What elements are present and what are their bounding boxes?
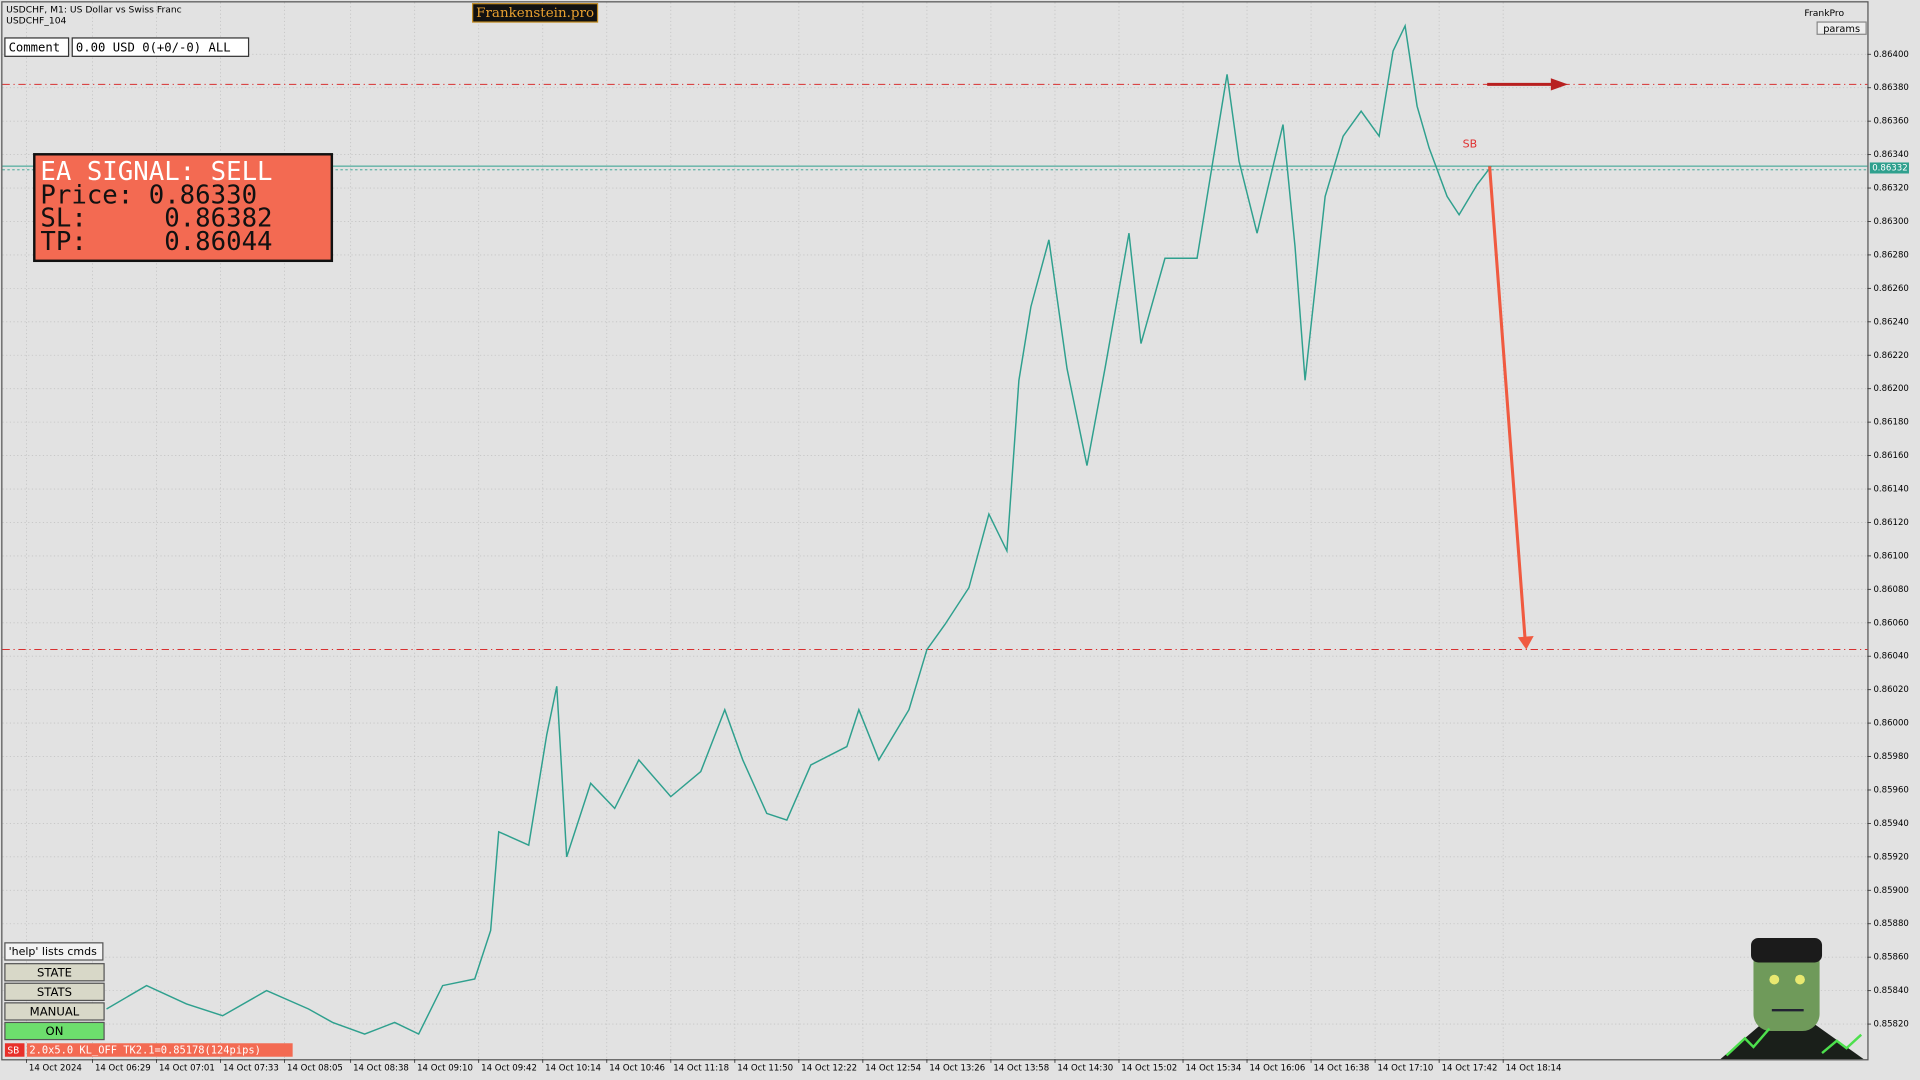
y-tick-label: 0.85940 [1873,819,1908,829]
x-tick-label: 14 Oct 08:38 [353,1063,409,1073]
button-label[interactable]: ON [46,1024,64,1038]
y-tick-label: 0.86380 [1873,83,1908,93]
y-tick-label: 0.85820 [1873,1020,1908,1030]
y-tick-label: 0.85960 [1873,785,1908,795]
y-tick-label: 0.85900 [1873,886,1908,896]
mascot [1720,937,1864,1060]
x-tick-label: 14 Oct 15:34 [1185,1063,1241,1073]
y-tick-label: 0.86160 [1873,451,1908,461]
x-tick-label: 14 Oct 09:10 [417,1063,473,1073]
y-tick-label: 0.85920 [1873,852,1908,862]
plot-frame [1,1,1869,1061]
x-tick-label: 14 Oct 07:01 [159,1063,215,1073]
y-tick-label: 0.86000 [1873,719,1908,729]
y-tick-label: 0.86100 [1873,551,1908,561]
sl-arrow-head [1550,78,1568,91]
x-tick-label: 14 Oct 18:14 [1506,1063,1562,1073]
y-tick-label: 0.86060 [1873,618,1908,628]
x-tick-label: 14 Oct 08:05 [287,1063,343,1073]
x-tick-label: 14 Oct 09:42 [481,1063,537,1073]
y-tick-label: 0.86240 [1873,317,1908,327]
brand: Frankenstein.pro [476,6,594,21]
button-label[interactable]: MANUAL [30,1005,80,1019]
y-tick-label: 0.86340 [1873,150,1908,160]
x-tick-label: 14 Oct 07:33 [223,1063,279,1073]
x-tick-label: 14 Oct 13:58 [993,1063,1049,1073]
symbol: USDCHF, M1: US Dollar vs Swiss Franc [6,4,182,15]
help[interactable]: 'help' lists cmds [4,942,104,961]
status-box [26,1043,293,1057]
account: USDCHF_104 [6,15,66,26]
tp-arrow [1488,166,1527,640]
x-tick-label: 14 Oct 13:26 [929,1063,985,1073]
signal-line: SL: 0.86382 [40,204,272,234]
help-text[interactable]: 'help' lists cmds [9,945,98,958]
annotation: SB [1463,137,1478,150]
y-tick-label: 0.86280 [1873,250,1908,260]
button[interactable]: MANUAL [4,1002,105,1021]
price-tag-box [1869,162,1909,174]
button[interactable]: ON [4,1021,105,1041]
x-tick-label: 14 Oct 17:42 [1442,1063,1498,1073]
y-tick-label: 0.85980 [1873,752,1908,762]
x-tick-label: 14 Oct 16:38 [1314,1063,1370,1073]
comment-value: 0.00 USD 0(+0/-0) ALL [76,40,231,54]
params[interactable]: params [1823,24,1860,35]
y-tick-label: 0.86180 [1873,418,1908,428]
y-tick-label: 0.86220 [1873,351,1908,361]
y-tick-label: 0.86260 [1873,284,1908,294]
x-tick-label: 14 Oct 11:18 [673,1063,729,1073]
status-tag-box [4,1043,25,1057]
y-tick-label: 0.86360 [1873,117,1908,127]
signal-box [33,153,334,263]
y-tick-label: 0.86040 [1873,652,1908,662]
status-tag: SB [7,1046,19,1057]
comment-box [4,37,70,57]
status-text: 2.0x5.0 KL_OFF TK2.1=0.85178(124pips) [29,1045,260,1057]
price-tag: 0.86332 [1872,163,1907,173]
x-tick-label: 14 Oct 12:22 [801,1063,857,1073]
comment-value-box [71,37,250,57]
button[interactable]: STATE [4,963,105,982]
y-tick-label: 0.86140 [1873,485,1908,495]
y-tick-label: 0.86320 [1873,184,1908,194]
x-tick-label: 14 Oct 12:54 [865,1063,921,1073]
x-tick-label: 14 Oct 17:10 [1378,1063,1434,1073]
x-tick-label: 14 Oct 11:50 [737,1063,793,1073]
y-tick-label: 0.86080 [1873,585,1908,595]
y-tick-label: 0.86400 [1873,50,1908,60]
signal-title: EA SIGNAL: SELL [40,157,272,187]
brand-box [472,3,599,23]
button-label[interactable]: STATS [37,985,72,999]
y-tick-label: 0.85880 [1873,919,1908,929]
signal-line: TP: 0.86044 [40,227,272,257]
x-tick-label: 14 Oct 10:46 [609,1063,665,1073]
comment-label: Comment [9,40,61,54]
y-tick-label: 0.86300 [1873,217,1908,227]
y-tick-label: 0.85840 [1873,986,1908,996]
signal-line: Price: 0.86330 [40,180,257,210]
price-line-series [106,23,1492,1036]
x-tick-label: 14 Oct 10:14 [545,1063,601,1073]
tp-arrow-head [1517,636,1534,650]
params-box[interactable] [1816,21,1867,35]
x-tick-label: 14 Oct 06:29 [95,1063,151,1073]
x-tick-label: 14 Oct 2024 [29,1063,82,1073]
profile: FrankPro [1804,8,1844,19]
y-tick-label: 0.86020 [1873,685,1908,695]
x-tick-label: 14 Oct 15:02 [1121,1063,1177,1073]
x-tick-label: 14 Oct 16:06 [1249,1063,1305,1073]
x-tick-label: 14 Oct 14:30 [1057,1063,1113,1073]
button-label[interactable]: STATE [37,965,72,979]
y-tick-label: 0.86120 [1873,518,1908,528]
y-tick-label: 0.86200 [1873,384,1908,394]
button[interactable]: STATS [4,982,105,1002]
y-tick-label: 0.85860 [1873,953,1908,963]
